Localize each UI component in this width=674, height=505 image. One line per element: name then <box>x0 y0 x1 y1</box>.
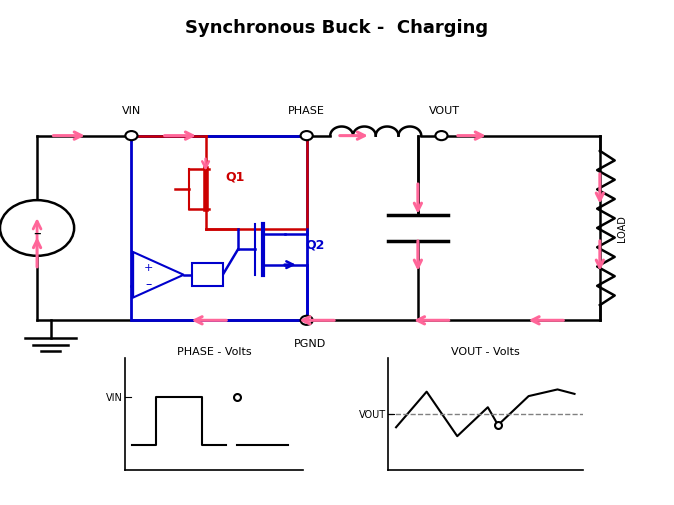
Text: VOUT: VOUT <box>359 409 386 419</box>
Text: Q1: Q1 <box>226 170 245 183</box>
Text: VOUT: VOUT <box>429 106 460 116</box>
Text: LOAD: LOAD <box>617 215 627 242</box>
Polygon shape <box>133 252 183 298</box>
Circle shape <box>125 132 137 141</box>
Circle shape <box>0 200 74 256</box>
Circle shape <box>301 316 313 325</box>
Text: –: – <box>145 278 152 291</box>
Circle shape <box>435 132 448 141</box>
Text: PHASE: PHASE <box>288 106 325 116</box>
Text: VIN: VIN <box>106 392 123 402</box>
Text: VIN: VIN <box>122 106 141 116</box>
Bar <box>131 136 307 321</box>
Text: +: + <box>144 262 153 272</box>
Bar <box>193 264 222 287</box>
Circle shape <box>301 132 313 141</box>
Title: PHASE - Volts: PHASE - Volts <box>177 346 251 357</box>
Title: VOUT - Volts: VOUT - Volts <box>451 346 520 357</box>
Text: Synchronous Buck -  Charging: Synchronous Buck - Charging <box>185 19 489 37</box>
Text: Q2: Q2 <box>305 238 325 251</box>
Text: –: – <box>33 225 41 240</box>
Text: PGND: PGND <box>294 338 326 348</box>
